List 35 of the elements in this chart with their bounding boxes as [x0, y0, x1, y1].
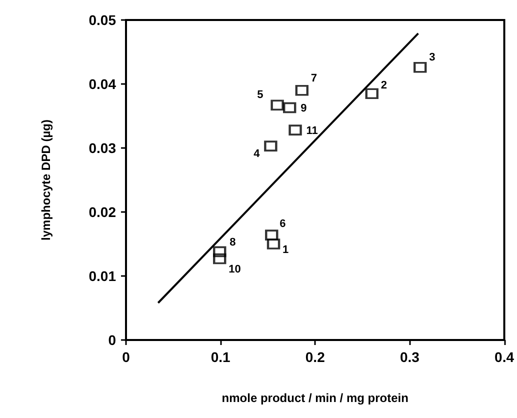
x-tick-label: 0 — [122, 349, 130, 365]
annotation: 1 — [282, 244, 289, 256]
y-tick-label: 0 — [108, 332, 116, 348]
y-axis-title: lymphocyte DPD (µg) — [39, 120, 53, 240]
point — [414, 62, 427, 73]
annotation: 6 — [280, 218, 286, 230]
point — [288, 124, 302, 136]
point — [264, 140, 278, 152]
annotation: 9 — [300, 102, 307, 115]
annotation: 5 — [257, 89, 264, 102]
y-tick-label: 0.05 — [88, 12, 116, 28]
annotation: 7 — [310, 72, 318, 84]
point — [213, 246, 226, 258]
annotation: 11 — [306, 125, 318, 138]
x-tick-label: 0.1 — [210, 349, 231, 365]
point — [365, 88, 378, 100]
y-tick-label: 0.03 — [88, 140, 116, 156]
x-axis-title: nmole product / min / mg protein — [222, 391, 408, 405]
point — [295, 84, 308, 96]
y-tick-label: 0.04 — [88, 76, 116, 92]
x-tick-label: 0.2 — [305, 349, 326, 365]
x-tick-label: 0.3 — [400, 349, 420, 365]
annotation: 2 — [380, 80, 387, 92]
y-tick-label: 0.02 — [88, 204, 116, 220]
x-tick-label: 0.4 — [494, 349, 514, 365]
annotation: 8 — [230, 236, 236, 249]
annotation: 10 — [228, 264, 241, 276]
y-tick-label: 0.01 — [88, 268, 116, 284]
point — [283, 102, 296, 114]
point — [213, 253, 226, 264]
point — [265, 230, 278, 241]
point — [267, 238, 280, 250]
annotation: 3 — [429, 51, 436, 64]
point — [270, 100, 284, 111]
annotation: 4 — [254, 148, 261, 160]
